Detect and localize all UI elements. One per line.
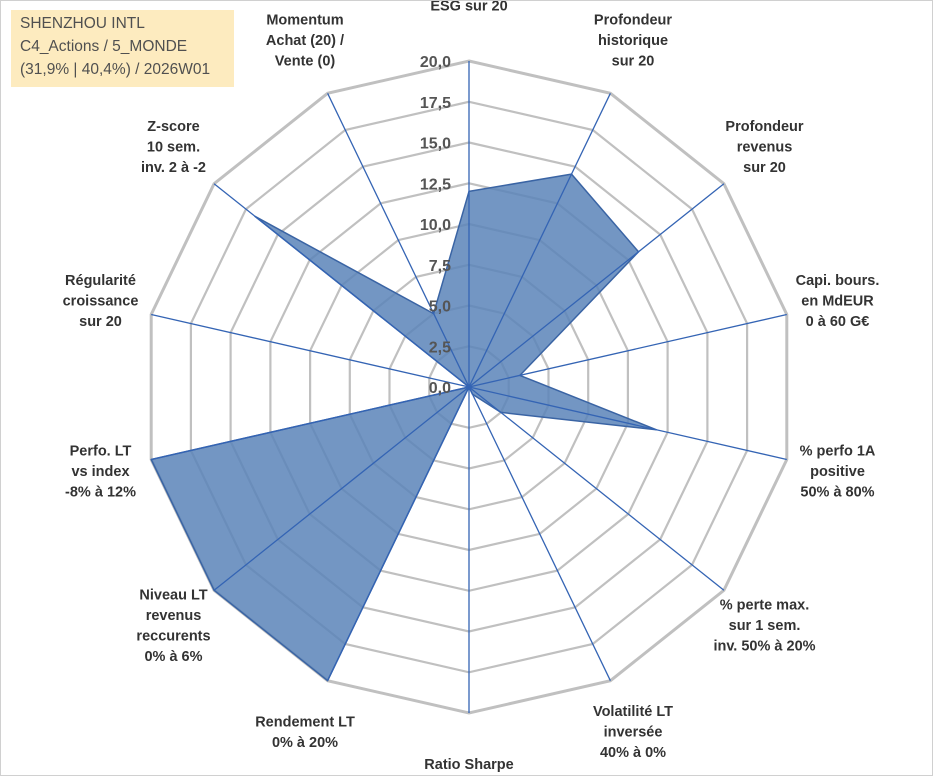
axis-label-line: inv. 2 à -2 bbox=[141, 160, 206, 176]
axis-labels: NoteESG sur 20 Profondeur historique sur 20… bbox=[63, 1, 880, 776]
axis-spoke bbox=[327, 93, 470, 388]
axis-label-line: Vente (0) bbox=[275, 53, 336, 69]
axis-spoke bbox=[213, 386, 470, 591]
axis-label: Momentum Achat (20) / Vente (0) bbox=[266, 12, 344, 69]
axis-label-line: Rendement LT bbox=[255, 715, 355, 731]
axis-label-line: inversée bbox=[604, 725, 663, 741]
axis-label: Profondeur historique sur 20 bbox=[594, 12, 672, 69]
axis-label-line: sur 20 bbox=[743, 160, 786, 176]
axis-spoke bbox=[468, 386, 611, 681]
axis-label-line: ESG sur 20 bbox=[430, 1, 507, 15]
tick-label: 12,5 bbox=[420, 176, 451, 193]
tick-label: 17,5 bbox=[420, 95, 451, 112]
radial-tick-labels: 0,0 2,5 5,0 7,5 10,0 12,5 15,0 17,5 20,0 bbox=[420, 54, 451, 397]
axis-spoke bbox=[151, 313, 470, 388]
axis-label-line: 40% à 0% bbox=[600, 745, 666, 761]
axis-label-line: positive bbox=[810, 464, 865, 480]
axis-label-line: Profondeur bbox=[594, 12, 672, 28]
axis-label-line: 0% à 20% bbox=[272, 735, 338, 751]
axis-label-line: reccurents bbox=[136, 628, 210, 644]
axis-label: % perfo 1A positive 50% à 80% bbox=[800, 444, 876, 501]
tick-label: 15,0 bbox=[420, 136, 451, 153]
axis-label: % perte max. sur 1 sem. inv. 50% à 20% bbox=[713, 598, 815, 655]
axis-spoke bbox=[468, 386, 725, 591]
axis-label: Z-score 10 sem. inv. 2 à -2 bbox=[141, 119, 206, 176]
axis-label: Niveau LT revenus reccurents 0% à 6% bbox=[136, 587, 210, 665]
axis-label-line: % perfo 1A bbox=[800, 444, 876, 460]
axis-label: Capi. bours. en MdEUR 0 à 60 G€ bbox=[796, 273, 880, 330]
axis-label: Ratio Sharpe0 à 1 bbox=[424, 757, 513, 776]
axis-label-line: vs index bbox=[71, 464, 129, 480]
axis-spoke bbox=[213, 183, 470, 388]
stock-category: C4_Actions / 5_MONDE bbox=[20, 38, 188, 55]
axis-spoke bbox=[151, 386, 470, 461]
axis-label-line: sur 20 bbox=[612, 53, 655, 69]
axis-label-line: croissance bbox=[63, 293, 139, 309]
axis-spokes bbox=[151, 61, 787, 713]
axis-label-line: 50% à 80% bbox=[800, 485, 874, 501]
axis-label-line: Perfo. LT bbox=[70, 444, 132, 460]
axis-label-line: Z-score bbox=[147, 119, 199, 135]
axis-label-line: Niveau LT bbox=[139, 587, 207, 603]
axis-label-line: Régularité bbox=[65, 273, 136, 289]
stock-name: SHENZHOU INTL bbox=[20, 15, 145, 32]
axis-label-line: inv. 50% à 20% bbox=[713, 639, 815, 655]
tick-label: 0,0 bbox=[429, 380, 451, 397]
stock-info-box: SHENZHOU INTL C4_Actions / 5_MONDE (31,9… bbox=[11, 10, 234, 87]
axis-spoke bbox=[468, 386, 787, 461]
axis-label-line: en MdEUR bbox=[801, 293, 874, 309]
axis-label: Régularité croissance sur 20 bbox=[63, 273, 139, 330]
axis-label-line: 0% à 6% bbox=[144, 649, 202, 665]
axis-label: Perfo. LT vs index -8% à 12% bbox=[65, 444, 136, 501]
axis-spoke bbox=[468, 93, 611, 388]
axis-label-line: % perte max. bbox=[720, 598, 809, 614]
axis-label-line: Achat (20) / bbox=[266, 33, 344, 49]
axis-label-line: Ratio Sharpe bbox=[424, 757, 513, 773]
axis-label-line: sur 1 sem. bbox=[729, 618, 801, 634]
stock-period: (31,9% | 40,4%) / 2026W01 bbox=[20, 61, 211, 78]
axis-label-line: -8% à 12% bbox=[65, 485, 136, 501]
tick-label: 2,5 bbox=[429, 339, 451, 356]
axis-label-line: Volatilité LT bbox=[593, 704, 673, 720]
tick-label: 10,0 bbox=[420, 217, 451, 234]
axis-label-line: 0 à 60 G€ bbox=[806, 314, 870, 330]
tick-label: 5,0 bbox=[429, 299, 451, 316]
tick-label: 20,0 bbox=[420, 54, 451, 71]
axis-label-line: revenus bbox=[146, 608, 202, 624]
axis-spoke bbox=[468, 313, 787, 388]
axis-spoke bbox=[327, 386, 470, 681]
tick-label: 7,5 bbox=[429, 258, 451, 275]
axis-label-line: revenus bbox=[737, 139, 793, 155]
axis-label-line: sur 20 bbox=[79, 314, 122, 330]
axis-spoke bbox=[468, 183, 725, 388]
axis-label-line: Profondeur bbox=[725, 119, 803, 135]
axis-label: Volatilité LT inversée 40% à 0% bbox=[593, 704, 673, 761]
axis-label-line: historique bbox=[598, 33, 668, 49]
axis-label: Rendement LT 0% à 20% bbox=[255, 715, 355, 752]
axis-label: NoteESG sur 20 bbox=[430, 1, 507, 15]
axis-label: Profondeur revenus sur 20 bbox=[725, 119, 803, 176]
axis-label-line: 10 sem. bbox=[147, 139, 200, 155]
axis-label-line: Capi. bours. bbox=[796, 273, 880, 289]
axis-label-line: Momentum bbox=[266, 12, 343, 28]
